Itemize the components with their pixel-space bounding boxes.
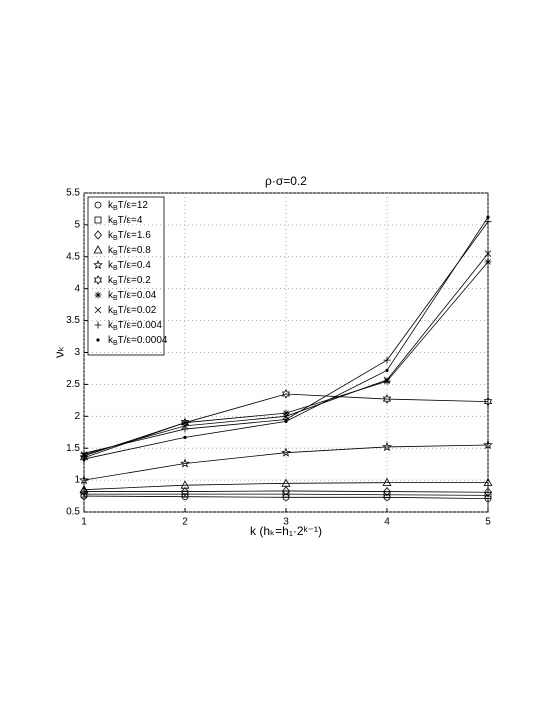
marker [385,368,389,372]
series-line [84,493,489,496]
marker [383,356,391,364]
marker [382,477,392,487]
marker [483,439,493,450]
legend-marker [94,216,102,224]
legend-marker [93,245,103,254]
y-tick-label: 3.5 [66,315,80,326]
series-line [84,490,489,493]
marker [281,478,291,487]
marker [486,215,490,219]
series-line [83,444,489,481]
x-tick-label: 3 [283,517,289,528]
marker [181,425,189,433]
legend-marker [94,201,102,209]
legend-label: kBT/ε=0.2 [108,275,151,288]
series-line [83,393,489,459]
marker [181,419,189,427]
marker [183,435,187,439]
legend-label: kBT/ε=0.02 [108,305,157,318]
y-axis-label: νₖ [51,346,66,358]
y-tick-label: 2 [74,411,80,422]
x-axis-label: k (hₖ=h₁·2ᵏ⁻¹) [250,524,322,538]
marker [382,394,392,404]
marker [80,449,88,457]
x-tick-label: 4 [384,517,390,528]
legend-label: kBT/ε=0.4 [108,260,151,273]
y-tick-label: 5.5 [66,188,80,199]
marker [180,480,190,489]
marker [483,396,493,407]
y-tick-label: 4 [74,283,80,294]
y-tick-label: 1 [74,475,80,486]
legend-marker [93,230,103,240]
marker [281,447,291,457]
legend-marker [93,275,103,285]
marker [382,441,392,452]
marker [284,419,288,424]
x-tick-label: 5 [485,517,491,528]
legend-marker [94,306,102,314]
marker [383,376,391,384]
legend-label: kBT/ε=0.04 [108,290,157,303]
marker [79,474,89,485]
marker [382,486,392,497]
marker [181,490,189,498]
y-tick-label: 3 [74,347,80,358]
legend-label: kBT/ε=12 [108,200,148,213]
y-tick-label: 1.5 [66,443,80,454]
series-line [83,482,488,491]
x-tick-label: 2 [182,517,188,528]
y-tick-label: 5 [74,220,80,231]
marker [282,409,290,417]
marker [180,458,190,468]
marker [483,487,493,497]
marker [483,477,493,487]
marker [484,492,492,499]
legend-label: kBT/ε=0.0004 [108,335,168,348]
x-tick-label: 1 [81,517,87,528]
marker [80,490,88,498]
legend-label: kBT/ε=0.004 [108,320,162,333]
marker [79,484,89,494]
legend-marker [94,291,102,299]
legend-marker [94,321,102,329]
marker [383,377,391,385]
marker [484,258,492,266]
marker [180,486,190,497]
chart-title: ρ·σ=0.2 [265,174,307,188]
marker [484,250,492,257]
marker [484,218,492,226]
marker [281,389,291,399]
marker [281,486,291,496]
legend-label: kBT/ε=0.8 [108,245,151,258]
legend-marker [96,338,100,342]
marker [82,457,86,461]
legend-marker [93,259,103,270]
legend-label: kBT/ε=4 [108,215,143,228]
legend-label: kBT/ε=1.6 [108,230,151,243]
y-tick-label: 0.5 [66,507,80,518]
y-tick-label: 2.5 [66,379,80,390]
y-tick-label: 4.5 [66,251,80,262]
